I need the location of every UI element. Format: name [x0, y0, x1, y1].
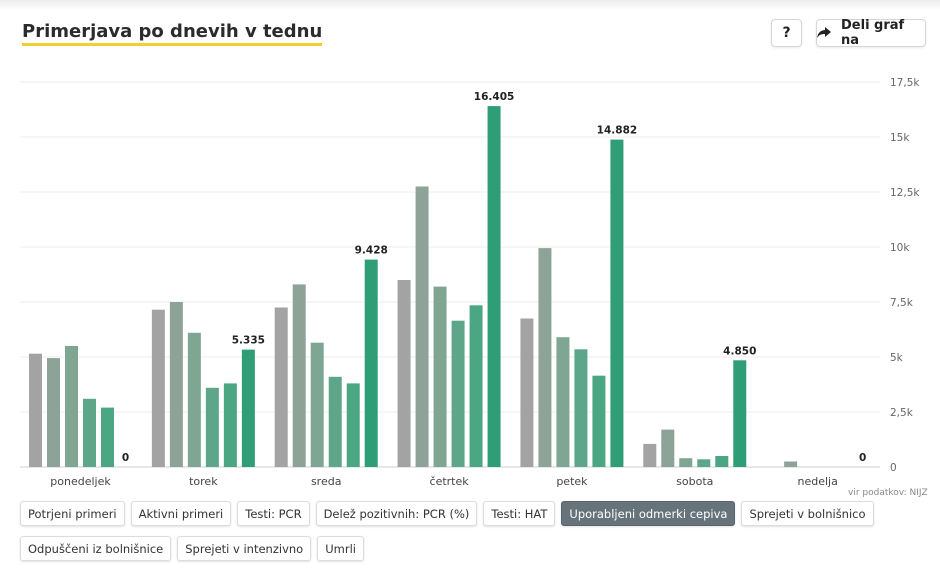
bar[interactable] — [364, 259, 378, 467]
x-tick-label: sobota — [676, 475, 713, 488]
bar[interactable] — [556, 337, 570, 467]
x-tick-label: petek — [556, 475, 588, 488]
data-label: 4.850 — [723, 345, 756, 357]
bar[interactable] — [538, 248, 552, 467]
data-label: 5.335 — [232, 335, 265, 347]
bar[interactable] — [415, 186, 429, 468]
bar[interactable] — [643, 443, 657, 467]
bar[interactable] — [715, 456, 729, 467]
bar[interactable] — [520, 318, 534, 468]
bar[interactable] — [223, 383, 237, 467]
bar[interactable] — [451, 320, 465, 467]
bar[interactable] — [679, 458, 693, 467]
bar[interactable] — [574, 349, 588, 467]
metric-button[interactable]: Sprejeti v bolnišnico — [741, 501, 874, 526]
x-tick-label: nedelja — [797, 475, 837, 488]
share-icon — [817, 27, 831, 39]
bar[interactable] — [151, 309, 165, 467]
data-source: vir podatkov: NIJZ — [848, 488, 928, 498]
metric-button[interactable]: Testi: PCR — [237, 501, 310, 526]
help-button[interactable]: ? — [771, 19, 802, 47]
bar[interactable] — [328, 376, 342, 467]
metric-button[interactable]: Umrli — [317, 536, 364, 561]
metric-button[interactable]: Testi: HAT — [483, 501, 556, 526]
metric-button[interactable]: Odpuščeni iz bolnišnice — [20, 536, 172, 561]
y-tick-label: 12,5k — [890, 187, 920, 199]
y-tick-label: 15k — [890, 132, 910, 144]
bar[interactable] — [101, 407, 114, 467]
bar[interactable] — [784, 461, 798, 468]
x-tick-label: četrtek — [430, 475, 470, 488]
y-tick-label: 5k — [890, 352, 904, 364]
bar[interactable] — [29, 353, 42, 467]
chart-title: Primerjava po dnevih v tednu — [22, 22, 323, 46]
y-tick-label: 10k — [890, 242, 910, 254]
data-label: 0 — [859, 452, 866, 464]
bar[interactable] — [610, 139, 624, 467]
bar[interactable] — [187, 332, 201, 467]
y-tick-label: 7,5k — [890, 297, 914, 309]
bar[interactable] — [733, 360, 747, 467]
bar[interactable] — [661, 429, 675, 467]
bar[interactable] — [310, 342, 324, 467]
metric-button[interactable]: Aktivni primeri — [130, 501, 232, 526]
x-tick-label: torek — [189, 475, 218, 488]
x-tick-label: ponedeljek — [50, 475, 111, 488]
share-button[interactable]: Deli graf na — [816, 18, 926, 48]
bar[interactable] — [169, 302, 183, 467]
bar[interactable] — [487, 106, 501, 467]
bar[interactable] — [241, 349, 255, 467]
metric-button[interactable]: Uporabljeni odmerki cepiva — [561, 501, 736, 526]
y-tick-label: 2,5k — [890, 407, 914, 419]
bar[interactable] — [47, 358, 60, 467]
bar[interactable] — [274, 307, 288, 468]
metric-selector: Potrjeni primeri Aktivni primeri Testi: PC… — [20, 500, 890, 570]
data-label: 16.405 — [474, 91, 515, 103]
bar[interactable] — [292, 284, 306, 467]
top-shadow — [0, 0, 940, 10]
bar[interactable] — [397, 280, 411, 467]
bar-chart: 0 2,5k 5k 7,5k 10k 12,5k 15k 17,5k 0 ponedeljek 5.… — [20, 77, 920, 488]
metric-button[interactable]: Sprejeti v intenzivno — [177, 536, 312, 561]
bar[interactable] — [83, 398, 96, 467]
bar[interactable] — [697, 459, 711, 467]
data-label: 0 — [122, 452, 129, 464]
bar[interactable] — [433, 286, 447, 467]
y-tick-label: 17,5k — [890, 77, 920, 89]
data-label: 14.882 — [597, 125, 638, 137]
bar[interactable] — [65, 346, 78, 467]
x-tick-label: sreda — [311, 475, 342, 488]
metric-button[interactable]: Potrjeni primeri — [20, 501, 125, 526]
share-button-label: Deli graf na — [841, 18, 905, 48]
data-label: 9.428 — [355, 245, 388, 257]
y-tick-label: 0 — [890, 462, 897, 474]
bar[interactable] — [346, 383, 360, 467]
bar[interactable] — [469, 305, 483, 467]
bar[interactable] — [592, 375, 606, 467]
bar[interactable] — [205, 387, 219, 467]
metric-button[interactable]: Delež pozitivnih: PCR (%) — [315, 501, 478, 526]
